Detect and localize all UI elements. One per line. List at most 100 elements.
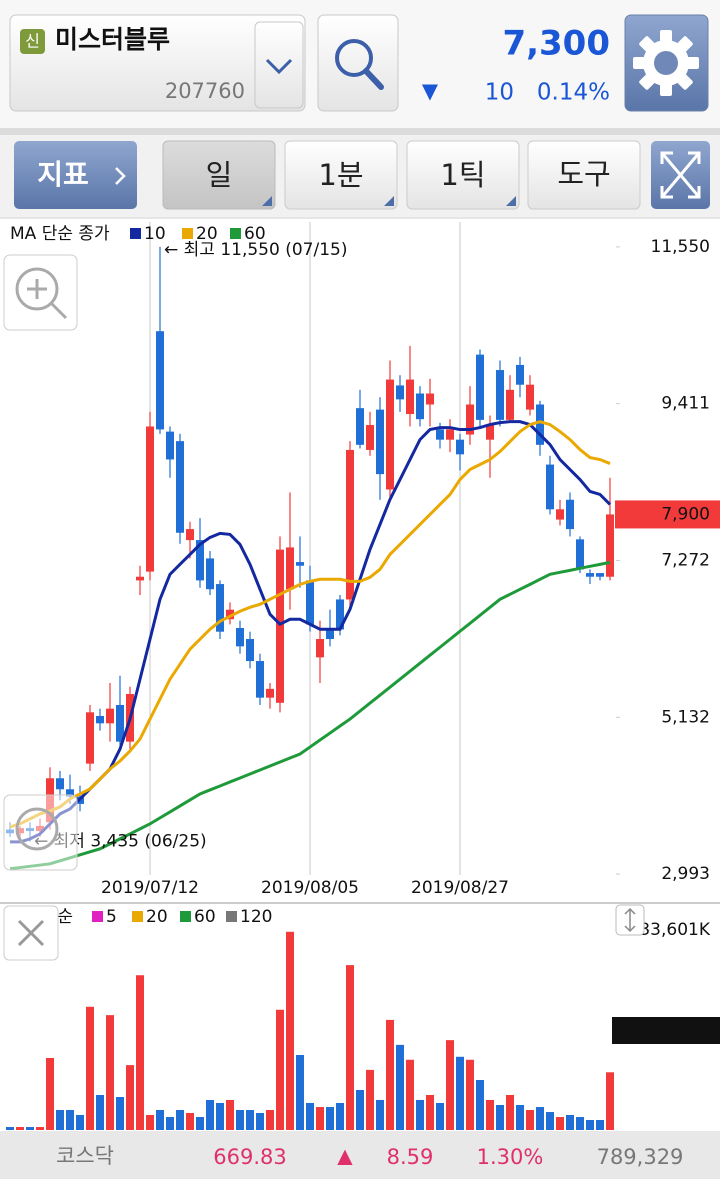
candle-body <box>266 688 274 698</box>
zoom-out-button[interactable] <box>3 794 78 871</box>
zoom-in-button[interactable] <box>3 254 78 331</box>
legend-swatch <box>230 228 241 239</box>
volume-bar <box>216 1102 224 1130</box>
legend-swatch <box>92 911 103 922</box>
volume-bar <box>126 1065 134 1130</box>
change-arrow: ▼ <box>422 79 439 103</box>
volume-bar <box>526 1110 534 1130</box>
volume-bar <box>566 1115 574 1130</box>
legend-label: 20 <box>196 224 218 244</box>
market-arrow: ▲ <box>337 1144 353 1168</box>
candle-body <box>206 558 214 590</box>
candle-body <box>456 439 464 455</box>
volume-bar <box>426 1095 434 1130</box>
search-icon <box>335 39 373 77</box>
legend-title: MA 단순 종가 <box>10 224 110 244</box>
candle-body <box>596 573 604 577</box>
volume-bar <box>336 1102 344 1130</box>
volume-bar <box>576 1117 584 1130</box>
candle-body <box>146 426 154 572</box>
y-tick-label: 9,411 <box>661 394 710 414</box>
volume-bar <box>486 1100 494 1130</box>
candle-body <box>506 389 514 420</box>
ma-line <box>9 560 611 871</box>
expand-icon <box>660 151 701 199</box>
legend-swatch <box>226 911 237 922</box>
legend-label: 5 <box>106 907 117 927</box>
gear-icon <box>633 30 699 96</box>
volume-bar <box>286 931 294 1130</box>
volume-bar <box>386 1019 394 1130</box>
candle-body <box>466 404 474 435</box>
close-icon <box>17 919 45 947</box>
candle-body <box>376 409 384 475</box>
x-tick-label: 2019/07/12 <box>101 878 199 898</box>
candle-body <box>196 540 204 581</box>
candle-body <box>286 547 294 590</box>
volume-bar <box>436 1102 444 1130</box>
y-tick-label: 11,550 <box>651 237 710 257</box>
current-price-label: 7,900 <box>661 504 710 524</box>
candle-body <box>186 529 194 541</box>
volume-bar <box>546 1112 554 1130</box>
candle-body <box>336 599 344 630</box>
period-button[interactable] <box>162 140 276 210</box>
volume-bar <box>266 1110 274 1130</box>
price-chart: 2019/07/12 2019/08/05 2019/08/27 11,550 9,41… <box>6 222 720 898</box>
indicator-button[interactable] <box>14 141 137 209</box>
candle-body <box>556 509 564 520</box>
tools-button[interactable] <box>527 140 641 210</box>
volume-bar <box>196 1117 204 1130</box>
current-price-box <box>615 500 720 529</box>
volume-bar <box>156 1110 164 1130</box>
volume-bar <box>516 1105 524 1130</box>
stock-box[interactable] <box>9 14 306 112</box>
candle-body <box>96 715 104 724</box>
candle-body <box>426 393 434 405</box>
candle-body <box>276 549 284 703</box>
minute-button[interactable] <box>284 140 398 210</box>
candle-body <box>226 609 234 620</box>
volume-bar <box>86 1006 94 1130</box>
change-rate: 0.14% <box>537 80 610 106</box>
volume-bar <box>506 1095 514 1130</box>
change: 10 <box>485 80 514 106</box>
volume-bar <box>406 1059 414 1130</box>
candle-body <box>216 584 224 632</box>
legend-swatch <box>130 228 141 239</box>
volume-bar <box>466 1059 474 1130</box>
legend-label: 120 <box>240 907 272 927</box>
legend-label: 60 <box>244 224 266 244</box>
volume-bar <box>556 1117 564 1130</box>
volume-bar <box>256 1112 264 1130</box>
volume-bar <box>536 1107 544 1130</box>
legend-label: 20 <box>146 907 168 927</box>
search-button[interactable] <box>317 14 399 112</box>
volume-bar <box>186 1112 194 1130</box>
volume-bar <box>176 1110 184 1130</box>
volume-bar <box>236 1110 244 1130</box>
volume-bar <box>276 1009 284 1130</box>
legend-label: 60 <box>194 907 216 927</box>
candle-body <box>436 429 444 440</box>
current-volume-label: 9,695,785 <box>623 1021 710 1041</box>
candle-body <box>326 629 334 640</box>
tick-label: 1틱 <box>440 158 485 192</box>
market-change-rate: 1.30% <box>477 1145 544 1169</box>
volume-bar <box>76 1115 84 1130</box>
legend-swatch <box>182 228 193 239</box>
x-tick-label: 2019/08/05 <box>261 878 359 898</box>
candle-body <box>566 499 574 530</box>
tick-button[interactable] <box>406 140 520 210</box>
candle-body <box>486 425 494 440</box>
candle-body <box>136 576 144 581</box>
candle-body <box>526 384 534 410</box>
dropdown-button[interactable] <box>254 21 304 109</box>
candle-body <box>306 580 314 625</box>
y-tick-label: 5,132 <box>661 707 710 727</box>
candle-body <box>296 562 304 566</box>
stock-code: 207760 <box>165 79 245 103</box>
volume-bar <box>26 1127 34 1130</box>
current-volume-box <box>612 1017 720 1044</box>
market-index: 669.83 <box>213 1145 286 1169</box>
